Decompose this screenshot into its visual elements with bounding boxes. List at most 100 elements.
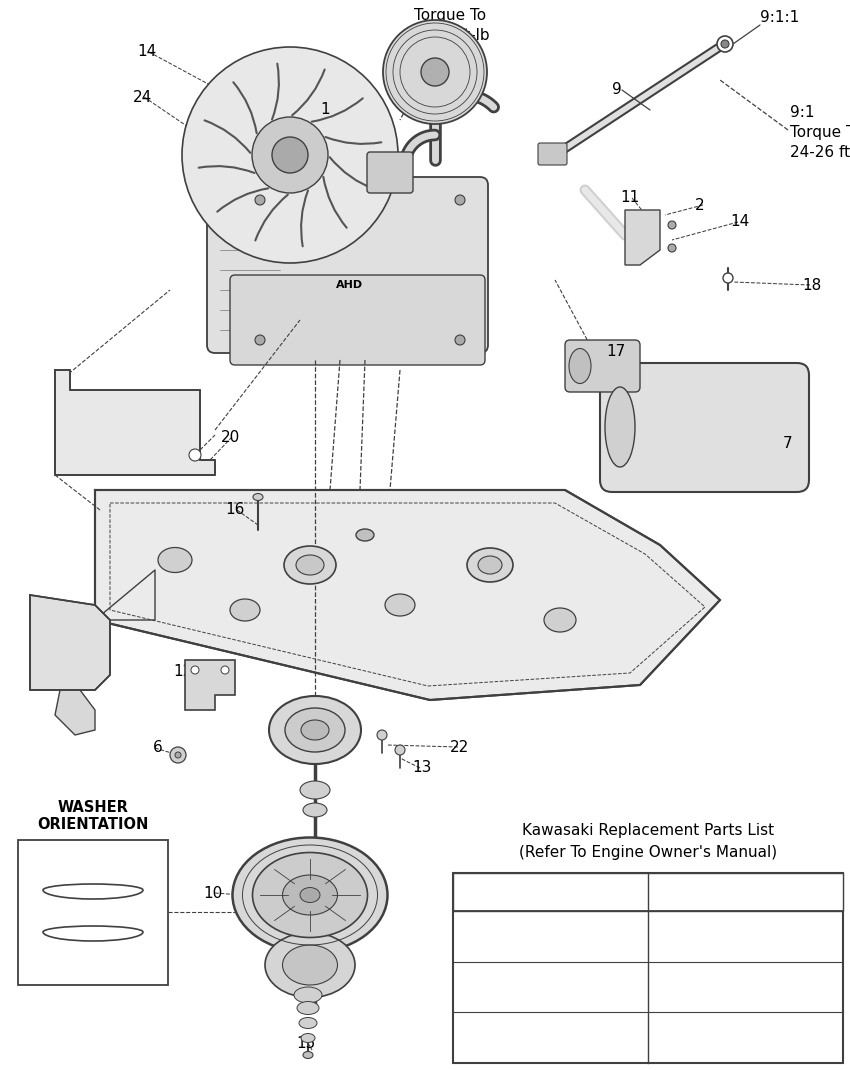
Ellipse shape <box>282 945 337 985</box>
FancyBboxPatch shape <box>367 152 413 193</box>
Circle shape <box>377 730 387 740</box>
Text: 17: 17 <box>607 345 626 360</box>
Bar <box>453 873 843 1063</box>
Text: 1: 1 <box>320 103 330 118</box>
Ellipse shape <box>233 838 388 952</box>
Text: 3: 3 <box>331 862 340 877</box>
Text: 15: 15 <box>297 1036 316 1051</box>
Circle shape <box>455 195 465 205</box>
Circle shape <box>723 273 733 282</box>
Text: 12: 12 <box>173 664 193 679</box>
FancyBboxPatch shape <box>600 363 809 492</box>
Text: Engine Air Filter: Engine Air Filter <box>465 979 586 994</box>
Circle shape <box>455 335 465 345</box>
FancyBboxPatch shape <box>207 177 488 353</box>
Polygon shape <box>30 595 110 690</box>
FancyBboxPatch shape <box>538 143 567 165</box>
Ellipse shape <box>297 1002 319 1014</box>
Ellipse shape <box>252 853 367 937</box>
FancyArrowPatch shape <box>205 120 250 153</box>
Ellipse shape <box>605 387 635 467</box>
Circle shape <box>421 58 449 86</box>
Circle shape <box>272 137 308 173</box>
Text: Engine Oil Filter: Engine Oil Filter <box>465 929 586 944</box>
Text: 18: 18 <box>802 277 821 292</box>
Text: 10: 10 <box>204 886 223 901</box>
Text: 13: 13 <box>412 761 431 776</box>
Text: AHD: AHD <box>337 280 364 290</box>
Text: 19: 19 <box>59 688 78 703</box>
FancyArrowPatch shape <box>255 195 288 241</box>
Ellipse shape <box>478 556 502 574</box>
Circle shape <box>189 449 201 461</box>
Text: 14: 14 <box>730 214 749 229</box>
Text: 5: 5 <box>310 785 320 800</box>
Ellipse shape <box>253 493 263 501</box>
Text: 49065-7007: 49065-7007 <box>660 929 752 944</box>
Ellipse shape <box>303 1052 313 1058</box>
Text: 7: 7 <box>783 435 792 450</box>
Ellipse shape <box>296 555 324 575</box>
Circle shape <box>252 117 328 193</box>
Text: 9:1: 9:1 <box>790 105 814 120</box>
Circle shape <box>383 20 487 124</box>
Ellipse shape <box>230 599 260 621</box>
Text: Safety Filter: Safety Filter <box>465 1030 557 1045</box>
Text: 9:1:1: 9:1:1 <box>760 10 799 25</box>
Ellipse shape <box>158 548 192 572</box>
Text: 21: 21 <box>63 664 82 679</box>
Polygon shape <box>95 490 720 700</box>
Text: (Refer To Engine Owner's Manual): (Refer To Engine Owner's Manual) <box>519 845 777 860</box>
Ellipse shape <box>300 887 320 902</box>
Text: 19: 19 <box>65 612 84 627</box>
Ellipse shape <box>385 594 415 616</box>
Text: Kawasaki Part: Kawasaki Part <box>660 885 767 900</box>
Ellipse shape <box>294 987 322 1003</box>
Ellipse shape <box>265 932 355 997</box>
Ellipse shape <box>301 1034 315 1042</box>
Text: 2: 2 <box>695 198 705 213</box>
Text: 24: 24 <box>133 90 152 105</box>
Ellipse shape <box>269 696 361 764</box>
Text: 16: 16 <box>225 503 245 518</box>
Circle shape <box>221 666 229 674</box>
Ellipse shape <box>284 546 336 584</box>
Text: 11013-7044: 11013-7044 <box>660 979 752 994</box>
Circle shape <box>182 47 398 263</box>
FancyArrowPatch shape <box>301 190 308 246</box>
Ellipse shape <box>303 802 327 817</box>
Circle shape <box>255 195 265 205</box>
FancyArrowPatch shape <box>199 166 254 173</box>
Ellipse shape <box>356 529 374 541</box>
Polygon shape <box>185 660 235 710</box>
Circle shape <box>668 244 676 253</box>
Text: 4: 4 <box>315 913 325 928</box>
FancyArrowPatch shape <box>292 70 325 116</box>
Ellipse shape <box>285 708 345 752</box>
Polygon shape <box>55 690 95 735</box>
Polygon shape <box>55 370 215 475</box>
Text: Description: Description <box>465 885 552 900</box>
Ellipse shape <box>300 781 330 799</box>
Text: 22: 22 <box>450 739 469 754</box>
FancyArrowPatch shape <box>323 177 347 228</box>
Text: 24-26 ft-lb: 24-26 ft-lb <box>790 146 850 160</box>
Text: Kawasaki Replacement Parts List: Kawasaki Replacement Parts List <box>522 823 774 838</box>
Circle shape <box>721 40 729 48</box>
Text: 17-23 ft-lb: 17-23 ft-lb <box>411 28 490 43</box>
Text: 6: 6 <box>153 740 163 755</box>
Text: 20: 20 <box>221 429 240 444</box>
Circle shape <box>255 335 265 345</box>
Circle shape <box>191 666 199 674</box>
PathPatch shape <box>625 210 660 265</box>
Bar <box>18 840 168 985</box>
Text: WASHER
ORIENTATION: WASHER ORIENTATION <box>37 799 149 832</box>
Ellipse shape <box>544 608 576 632</box>
FancyArrowPatch shape <box>326 137 382 144</box>
Ellipse shape <box>301 720 329 740</box>
Ellipse shape <box>467 548 513 582</box>
FancyBboxPatch shape <box>565 340 640 392</box>
Text: Torque To: Torque To <box>414 7 486 22</box>
FancyArrowPatch shape <box>233 82 257 134</box>
Ellipse shape <box>299 1018 317 1028</box>
